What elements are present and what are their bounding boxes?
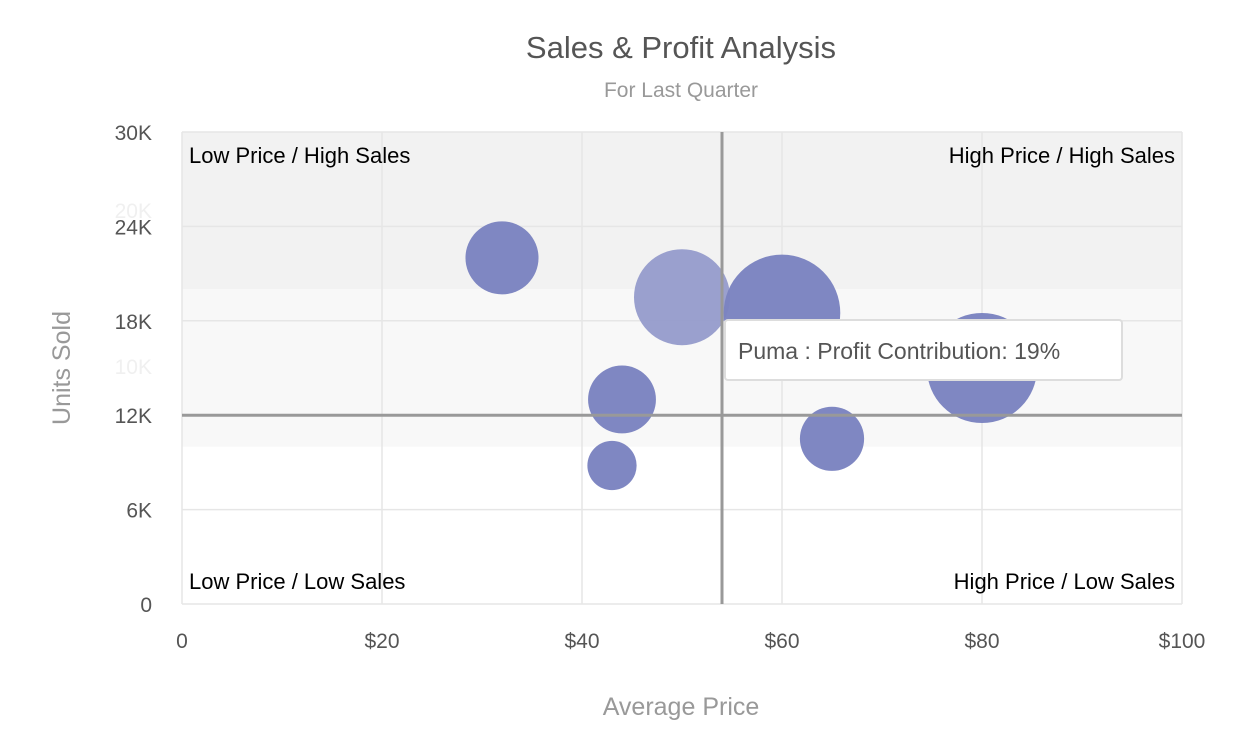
quadrant-label-bottom-left: Low Price / Low Sales	[189, 569, 405, 594]
y-tick-label: 18K	[115, 311, 152, 334]
y-tick-label: 6K	[126, 500, 152, 523]
quadrant-label-bottom-right: High Price / Low Sales	[954, 569, 1175, 594]
bubble	[465, 221, 539, 295]
x-tick-label: $100	[1159, 630, 1206, 653]
y-tick-label: 12K	[115, 405, 152, 428]
tooltip-box	[724, 319, 1123, 381]
y-tick-label: 24K	[115, 216, 152, 239]
bubble-puma	[634, 249, 730, 346]
bubble	[799, 406, 865, 471]
quadrant-label-top-right: High Price / High Sales	[949, 143, 1175, 168]
bubble	[588, 365, 656, 434]
band-label-20k: 20K	[115, 200, 152, 223]
x-tick-label: $40	[564, 630, 599, 653]
x-axis-title: Average Price	[603, 693, 760, 721]
x-tick-label: $60	[764, 630, 799, 653]
bubble	[587, 440, 637, 491]
y-axis-title: Units Sold	[48, 311, 76, 425]
chart-subtitle: For Last Quarter	[604, 79, 758, 102]
tooltip-text: Puma : Profit Contribution: 19%	[738, 338, 1060, 364]
chart-title: Sales & Profit Analysis	[526, 30, 836, 65]
tooltip: Puma : Profit Contribution: 19%	[724, 319, 1123, 381]
band-label-10k: 10K	[115, 356, 152, 379]
x-tick-label: $20	[364, 630, 399, 653]
quadrant-label-top-left: Low Price / High Sales	[189, 143, 410, 168]
y-tick-label: 0	[140, 594, 152, 617]
x-tick-label: $80	[964, 630, 999, 653]
y-tick-label: 30K	[115, 122, 152, 145]
x-tick-label: 0	[176, 630, 188, 653]
